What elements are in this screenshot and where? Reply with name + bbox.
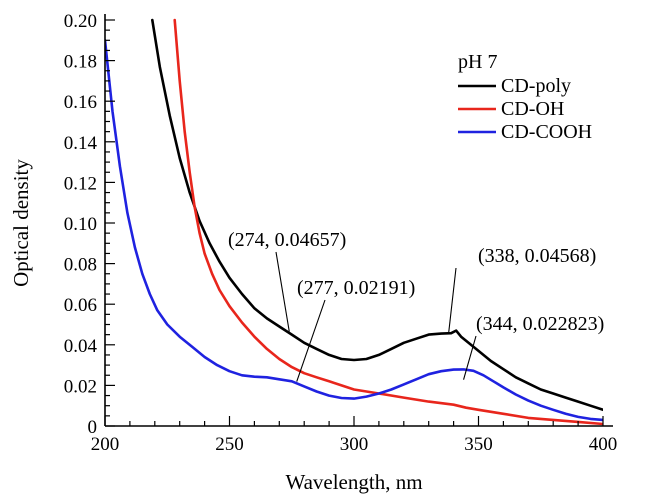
y-tick-label: 0.02: [64, 376, 97, 397]
x-tick-label: 300: [340, 434, 369, 455]
x-tick-label: 250: [215, 434, 244, 455]
curves-layer: [105, 18, 603, 426]
series-line-cd-oh: [173, 18, 603, 426]
annotation-leader: [296, 299, 326, 382]
series-line-cd-cooh: [105, 39, 603, 422]
axes-layer: 200 250 300 350 400 0 0.02 0.04 0.06 0.08 0.10 0.12…: [64, 11, 618, 455]
annotation-label: (338, 0.04568): [478, 245, 596, 267]
legend-entry-label: CD-COOH: [501, 121, 592, 143]
x-axis-title: Wavelength, nm: [285, 470, 422, 494]
y-tick-label: 0.04: [64, 336, 98, 357]
y-tick-label: 0: [88, 417, 98, 438]
y-tick-label: 0.16: [64, 92, 97, 113]
y-tick-label: 0.14: [64, 133, 98, 154]
legend-entry-label: CD-OH: [501, 98, 564, 120]
annotation-label: (344, 0.022823): [476, 313, 604, 335]
x-tick-label: 400: [589, 434, 618, 455]
y-tick-label: 0.10: [64, 214, 97, 235]
annotations-layer: (274, 0.04657) (277, 0.02191) (338, 0.0456…: [228, 229, 604, 382]
legend-title: pH 7: [458, 51, 497, 73]
annotation-label: (274, 0.04657): [228, 229, 346, 251]
annotation-leader: [463, 335, 477, 380]
annotation-leader: [448, 267, 457, 334]
y-tick-label: 0.12: [64, 173, 97, 194]
y-tick-label: 0.18: [64, 52, 97, 73]
y-tick-label: 0.08: [64, 255, 97, 276]
y-tick-label: 0.06: [64, 295, 97, 316]
y-axis-title: Optical density: [9, 159, 33, 287]
annotation-label: (277, 0.02191): [297, 277, 415, 299]
x-tick-label: 350: [464, 434, 493, 455]
series-line-cd-poly: [151, 18, 603, 412]
annotation-leader: [275, 251, 290, 332]
x-tick-label: 200: [91, 434, 120, 455]
y-tick-label: 0.20: [64, 11, 97, 32]
legend-entry-label: CD-poly: [501, 75, 571, 97]
